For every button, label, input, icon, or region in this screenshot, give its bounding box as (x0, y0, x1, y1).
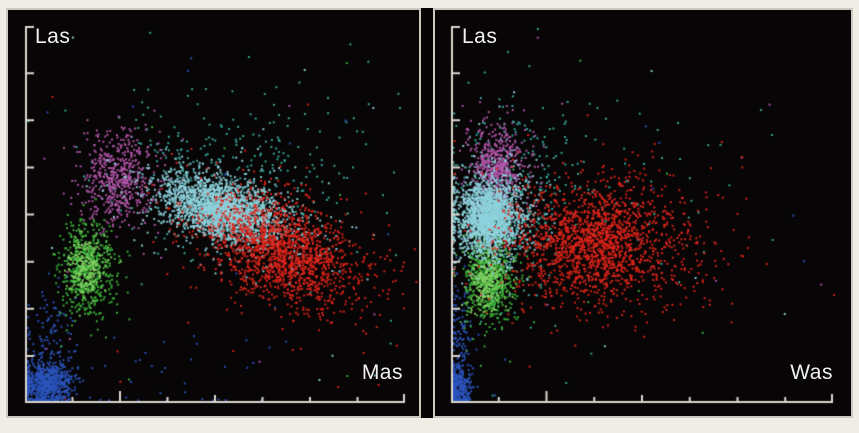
right-scatter-panel: Las Was (433, 8, 853, 418)
left-x-axis-label: Mas (361, 361, 403, 384)
left-y-axis-label: Las (35, 25, 71, 48)
panel-divider (419, 8, 437, 418)
right-x-axis-label: Was (790, 361, 833, 384)
right-y-axis-label: Las (462, 25, 498, 48)
right-scatter-canvas (435, 10, 851, 416)
left-scatter-canvas (8, 10, 419, 416)
left-scatter-panel: Las Mas (6, 8, 421, 418)
